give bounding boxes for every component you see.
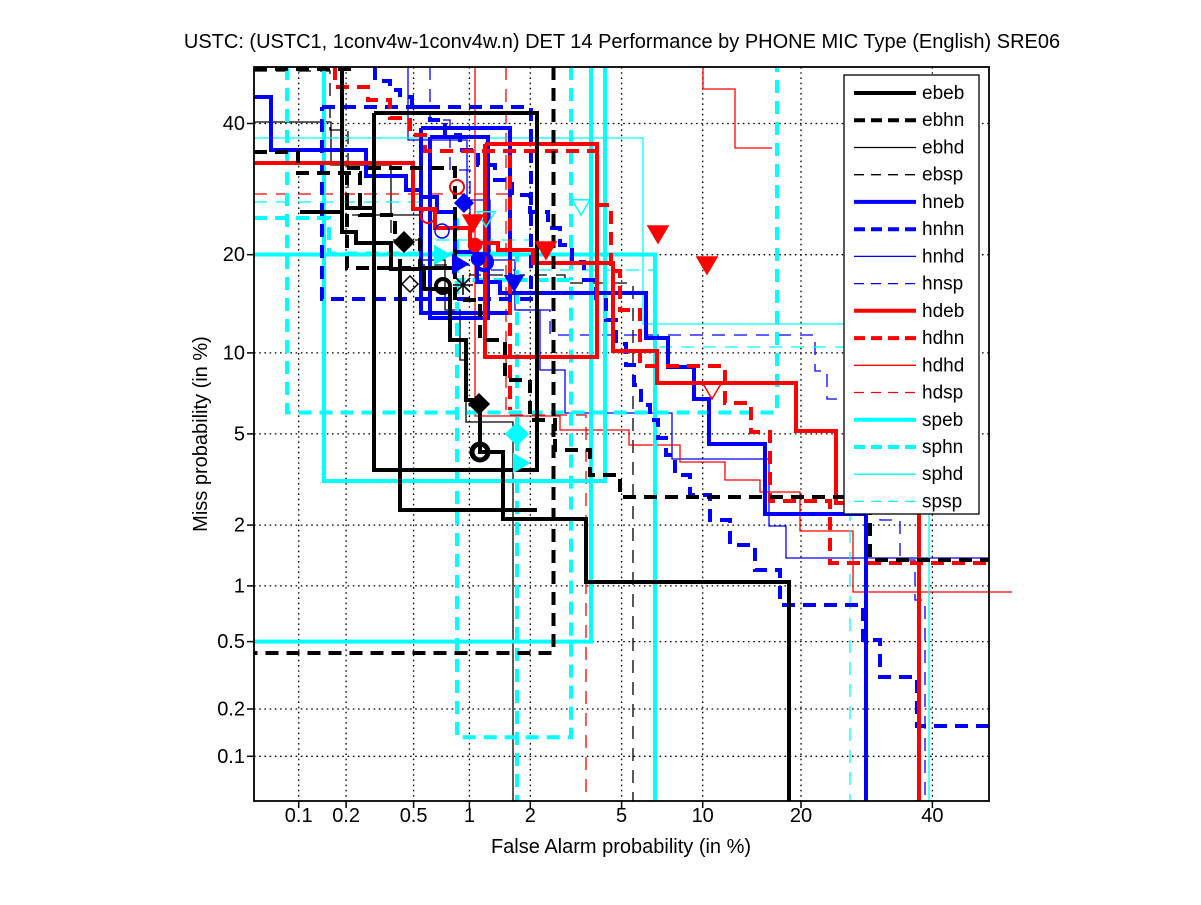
svg-text:hnsp: hnsp — [922, 274, 963, 295]
svg-text:hdeb: hdeb — [922, 301, 964, 322]
svg-text:USTC: (USTC1, 1conv4w-1conv4w.: USTC: (USTC1, 1conv4w-1conv4w.n) DET 14 … — [184, 31, 1060, 53]
svg-text:ebeb: ebeb — [922, 83, 964, 104]
svg-text:hdhd: hdhd — [922, 355, 964, 376]
svg-text:sphn: sphn — [922, 437, 963, 458]
svg-text:1: 1 — [464, 805, 475, 827]
svg-text:20: 20 — [790, 805, 812, 827]
svg-text:10: 10 — [223, 342, 245, 364]
svg-text:40: 40 — [223, 113, 245, 135]
svg-text:20: 20 — [223, 244, 245, 266]
svg-text:0.2: 0.2 — [217, 699, 245, 721]
svg-text:2: 2 — [234, 515, 245, 537]
svg-text:hnhn: hnhn — [922, 219, 964, 240]
svg-text:Miss probability (in %): Miss probability (in %) — [190, 336, 212, 532]
svg-text:hnhd: hnhd — [922, 246, 964, 267]
svg-text:5: 5 — [616, 805, 627, 827]
svg-text:hneb: hneb — [922, 192, 964, 213]
svg-text:0.1: 0.1 — [285, 805, 313, 827]
svg-text:speb: speb — [922, 410, 963, 431]
svg-text:0.5: 0.5 — [400, 805, 428, 827]
svg-text:sphd: sphd — [922, 464, 963, 485]
svg-text:0.2: 0.2 — [332, 805, 360, 827]
svg-text:40: 40 — [921, 805, 943, 827]
svg-text:10: 10 — [692, 805, 714, 827]
svg-text:hdsp: hdsp — [922, 383, 963, 404]
svg-text:ebhn: ebhn — [922, 110, 964, 131]
svg-text:ebsp: ebsp — [922, 165, 963, 186]
svg-text:2: 2 — [525, 805, 536, 827]
svg-text:1: 1 — [234, 575, 245, 597]
svg-text:hdhn: hdhn — [922, 328, 964, 349]
svg-text:False Alarm probability (in %): False Alarm probability (in %) — [491, 836, 751, 858]
svg-text:0.5: 0.5 — [217, 631, 245, 653]
svg-text:5: 5 — [234, 423, 245, 445]
svg-text:0.1: 0.1 — [217, 746, 245, 768]
svg-text:spsp: spsp — [922, 491, 962, 512]
svg-text:ebhd: ebhd — [922, 138, 964, 159]
